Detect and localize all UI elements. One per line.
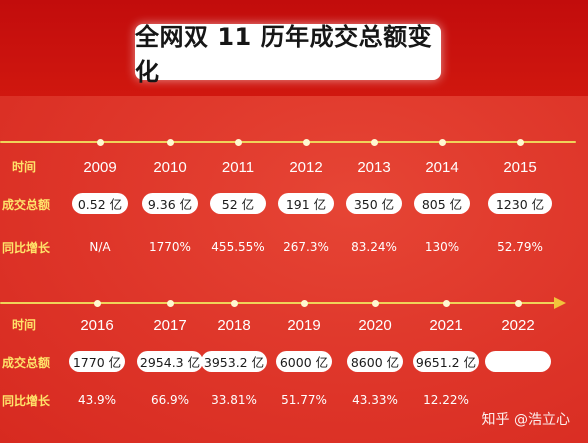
growth-value: 66.9% [150, 393, 190, 407]
timeline-dot [516, 138, 524, 146]
timeline-arrow [554, 297, 566, 309]
timeline-dot [302, 138, 310, 146]
growth-value: 130% [424, 240, 460, 254]
timeline-dot [166, 138, 174, 146]
timeline-line [0, 141, 576, 143]
gmv-value-pill: 3953.2 亿 [201, 351, 267, 372]
gmv-value-pill: 0.52 亿 [72, 193, 128, 214]
gmv-value-pill: 191 亿 [278, 193, 334, 214]
watermark: 知乎 @浩立心 [481, 412, 570, 428]
gmv-value-pill: 9.36 亿 [142, 193, 198, 214]
gmv-value-pill: 1230 亿 [488, 193, 552, 214]
year-label: 2010 [153, 159, 187, 176]
year-label: 2020 [358, 317, 392, 334]
timeline-dot [93, 299, 101, 307]
gmv-value-pill [485, 351, 551, 372]
year-label: 2019 [287, 317, 321, 334]
timeline-dot [371, 299, 379, 307]
gmv-value-pill: 2954.3 亿 [137, 351, 203, 372]
gmv-value-pill: 6000 亿 [276, 351, 332, 372]
timeline-dot [230, 299, 238, 307]
year-label: 2014 [425, 159, 459, 176]
year-label: 2016 [80, 317, 114, 334]
growth-value: 52.79% [497, 240, 543, 254]
year-label: 2021 [429, 317, 463, 334]
growth-value: N/A [89, 240, 111, 254]
timeline-dot [514, 299, 522, 307]
main-background [0, 96, 588, 443]
gmv-value-pill: 350 亿 [346, 193, 402, 214]
title-box: 全网双 11 历年成交总额变化 [135, 23, 441, 86]
year-label: 2017 [153, 317, 187, 334]
growth-value: 83.24% [351, 240, 397, 254]
gmv-value-pill: 805 亿 [414, 193, 470, 214]
timeline-dot [234, 138, 242, 146]
year-label: 2022 [501, 317, 535, 334]
growth-value: 43.9% [77, 393, 117, 407]
timeline-dot [442, 299, 450, 307]
growth-value: 43.33% [352, 393, 398, 407]
gmv-value-pill: 9651.2 亿 [413, 351, 479, 372]
growth-value: 1770% [149, 240, 191, 254]
year-label: 2015 [503, 159, 537, 176]
row-label-time: 时间 [12, 160, 37, 174]
timeline-line [0, 302, 556, 304]
timeline-dot [438, 138, 446, 146]
row-label-time: 时间 [12, 318, 37, 332]
growth-value: 455.55% [211, 240, 265, 254]
timeline-dot [300, 299, 308, 307]
timeline-dot [96, 138, 104, 146]
gmv-value-pill: 8600 亿 [347, 351, 403, 372]
growth-value: 51.77% [281, 393, 327, 407]
page-title: 全网双 11 历年成交总额变化 [135, 23, 433, 86]
row-label-growth: 同比增长 [2, 241, 51, 255]
timeline-dot [370, 138, 378, 146]
year-label: 2009 [83, 159, 117, 176]
year-label: 2012 [289, 159, 323, 176]
gmv-value-pill: 1770 亿 [69, 351, 125, 372]
growth-value: 267.3% [283, 240, 329, 254]
row-label-growth: 同比增长 [2, 394, 51, 408]
row-label-gmv: 成交总额 [2, 198, 51, 212]
growth-value: 12.22% [423, 393, 469, 407]
year-label: 2011 [221, 159, 255, 176]
row-label-gmv: 成交总额 [2, 356, 51, 370]
year-label: 2013 [357, 159, 391, 176]
growth-value: 33.81% [211, 393, 257, 407]
year-label: 2018 [217, 317, 251, 334]
gmv-value-pill: 52 亿 [210, 193, 266, 214]
timeline-dot [166, 299, 174, 307]
